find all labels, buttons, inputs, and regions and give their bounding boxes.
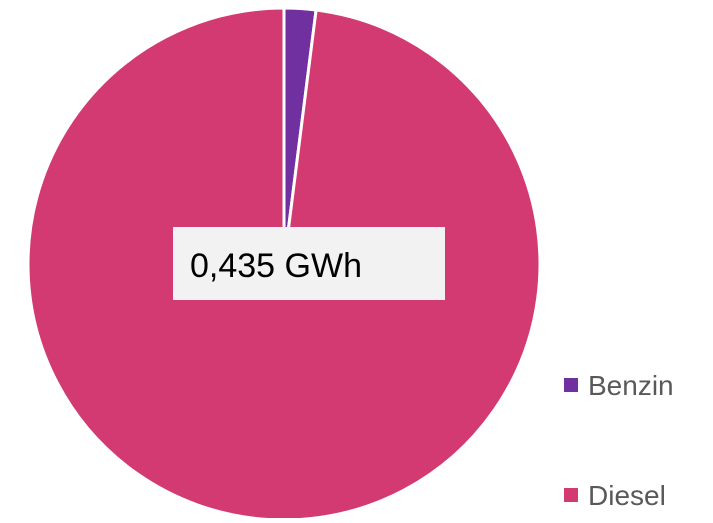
legend-swatch-diesel xyxy=(564,488,578,502)
legend: Benzin Diesel xyxy=(564,370,674,511)
total-annotation-box xyxy=(173,227,445,300)
legend-item-diesel: Diesel xyxy=(564,480,666,511)
total-annotation-label: 0,435 GWh xyxy=(190,247,362,285)
legend-label-diesel: Diesel xyxy=(588,480,666,511)
legend-label-benzin: Benzin xyxy=(588,370,674,401)
legend-item-benzin: Benzin xyxy=(564,370,674,401)
total-annotation: 0,435 GWh xyxy=(173,227,445,300)
legend-swatch-benzin xyxy=(564,378,578,392)
